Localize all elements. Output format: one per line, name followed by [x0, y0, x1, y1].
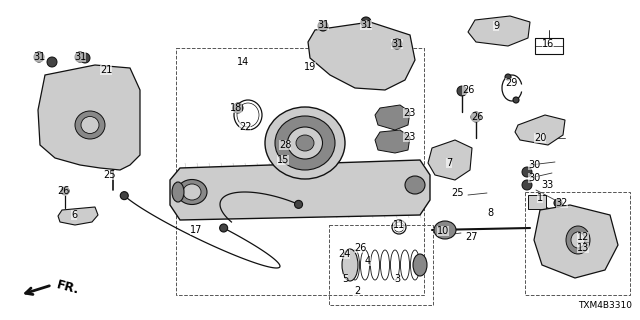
Text: 31: 31 — [360, 20, 372, 30]
Polygon shape — [375, 105, 410, 130]
Polygon shape — [58, 207, 98, 225]
Text: 19: 19 — [304, 62, 316, 72]
Text: 27: 27 — [466, 232, 478, 242]
Circle shape — [522, 167, 532, 177]
Text: 2: 2 — [354, 286, 360, 296]
Bar — [329, 225, 433, 305]
Text: 15: 15 — [277, 155, 289, 165]
Circle shape — [294, 200, 303, 208]
Ellipse shape — [177, 180, 207, 204]
Ellipse shape — [81, 116, 99, 133]
Text: FR.: FR. — [55, 279, 81, 297]
Ellipse shape — [413, 254, 427, 276]
Text: TXM4B3310: TXM4B3310 — [578, 301, 632, 310]
Polygon shape — [515, 115, 565, 145]
Ellipse shape — [405, 176, 425, 194]
Ellipse shape — [434, 221, 456, 239]
Polygon shape — [428, 140, 472, 180]
Polygon shape — [308, 22, 415, 90]
Text: 24: 24 — [338, 249, 350, 259]
Text: 6: 6 — [71, 210, 77, 220]
Circle shape — [47, 57, 57, 67]
Ellipse shape — [172, 182, 184, 202]
Ellipse shape — [183, 184, 201, 200]
Ellipse shape — [275, 116, 335, 170]
Circle shape — [513, 97, 519, 103]
Circle shape — [220, 224, 228, 232]
Text: 22: 22 — [239, 122, 252, 132]
Circle shape — [75, 52, 85, 62]
Ellipse shape — [287, 127, 323, 159]
Text: 5: 5 — [342, 274, 348, 284]
Text: 23: 23 — [403, 108, 415, 118]
Text: 13: 13 — [577, 243, 589, 253]
Text: 25: 25 — [451, 188, 463, 198]
Text: 12: 12 — [577, 232, 589, 242]
Ellipse shape — [566, 226, 590, 254]
Bar — [109, 160, 117, 166]
Text: 33: 33 — [541, 180, 553, 190]
Bar — [525, 192, 630, 295]
Circle shape — [505, 74, 511, 80]
Text: 26: 26 — [471, 112, 483, 122]
Circle shape — [80, 53, 90, 63]
Circle shape — [361, 17, 371, 27]
Circle shape — [554, 199, 562, 207]
Polygon shape — [38, 65, 140, 170]
Polygon shape — [468, 16, 530, 46]
Polygon shape — [375, 130, 410, 153]
Ellipse shape — [75, 111, 105, 139]
Circle shape — [392, 39, 402, 49]
Text: 1: 1 — [537, 193, 543, 203]
Text: 31: 31 — [33, 52, 45, 62]
Text: 31: 31 — [391, 39, 403, 49]
Text: 3: 3 — [394, 274, 400, 284]
Text: 9: 9 — [493, 21, 499, 31]
Text: 26: 26 — [462, 85, 474, 95]
Text: 8: 8 — [487, 208, 493, 218]
Text: 11: 11 — [393, 220, 405, 230]
Circle shape — [34, 52, 44, 62]
Polygon shape — [534, 205, 618, 278]
Circle shape — [233, 103, 243, 113]
Text: 23: 23 — [403, 132, 415, 142]
Text: 20: 20 — [534, 133, 546, 143]
Text: 7: 7 — [446, 158, 452, 168]
Circle shape — [457, 86, 467, 96]
Bar — [535, 38, 563, 54]
Text: 26: 26 — [354, 243, 366, 253]
Circle shape — [471, 112, 481, 122]
Text: 29: 29 — [505, 78, 517, 88]
Circle shape — [318, 21, 328, 31]
Bar — [528, 195, 546, 209]
Text: 10: 10 — [437, 226, 449, 236]
Text: 25: 25 — [104, 170, 116, 180]
Text: 16: 16 — [542, 39, 554, 49]
Text: 17: 17 — [190, 225, 202, 235]
Text: 21: 21 — [100, 65, 112, 75]
Text: 26: 26 — [57, 186, 69, 196]
Ellipse shape — [342, 249, 358, 281]
Bar — [176, 48, 424, 295]
Ellipse shape — [265, 107, 345, 179]
Text: 28: 28 — [279, 140, 291, 150]
Polygon shape — [170, 160, 430, 220]
Text: 30: 30 — [528, 160, 540, 170]
Text: 31: 31 — [74, 52, 86, 62]
Circle shape — [61, 187, 69, 195]
Text: 18: 18 — [230, 103, 242, 113]
Text: 30: 30 — [528, 173, 540, 183]
Text: 14: 14 — [237, 57, 249, 67]
Text: 4: 4 — [365, 256, 371, 266]
Circle shape — [522, 180, 532, 190]
Text: 31: 31 — [317, 20, 329, 30]
Circle shape — [120, 192, 128, 200]
Text: 32: 32 — [556, 198, 568, 208]
Ellipse shape — [571, 232, 585, 248]
Ellipse shape — [296, 135, 314, 151]
